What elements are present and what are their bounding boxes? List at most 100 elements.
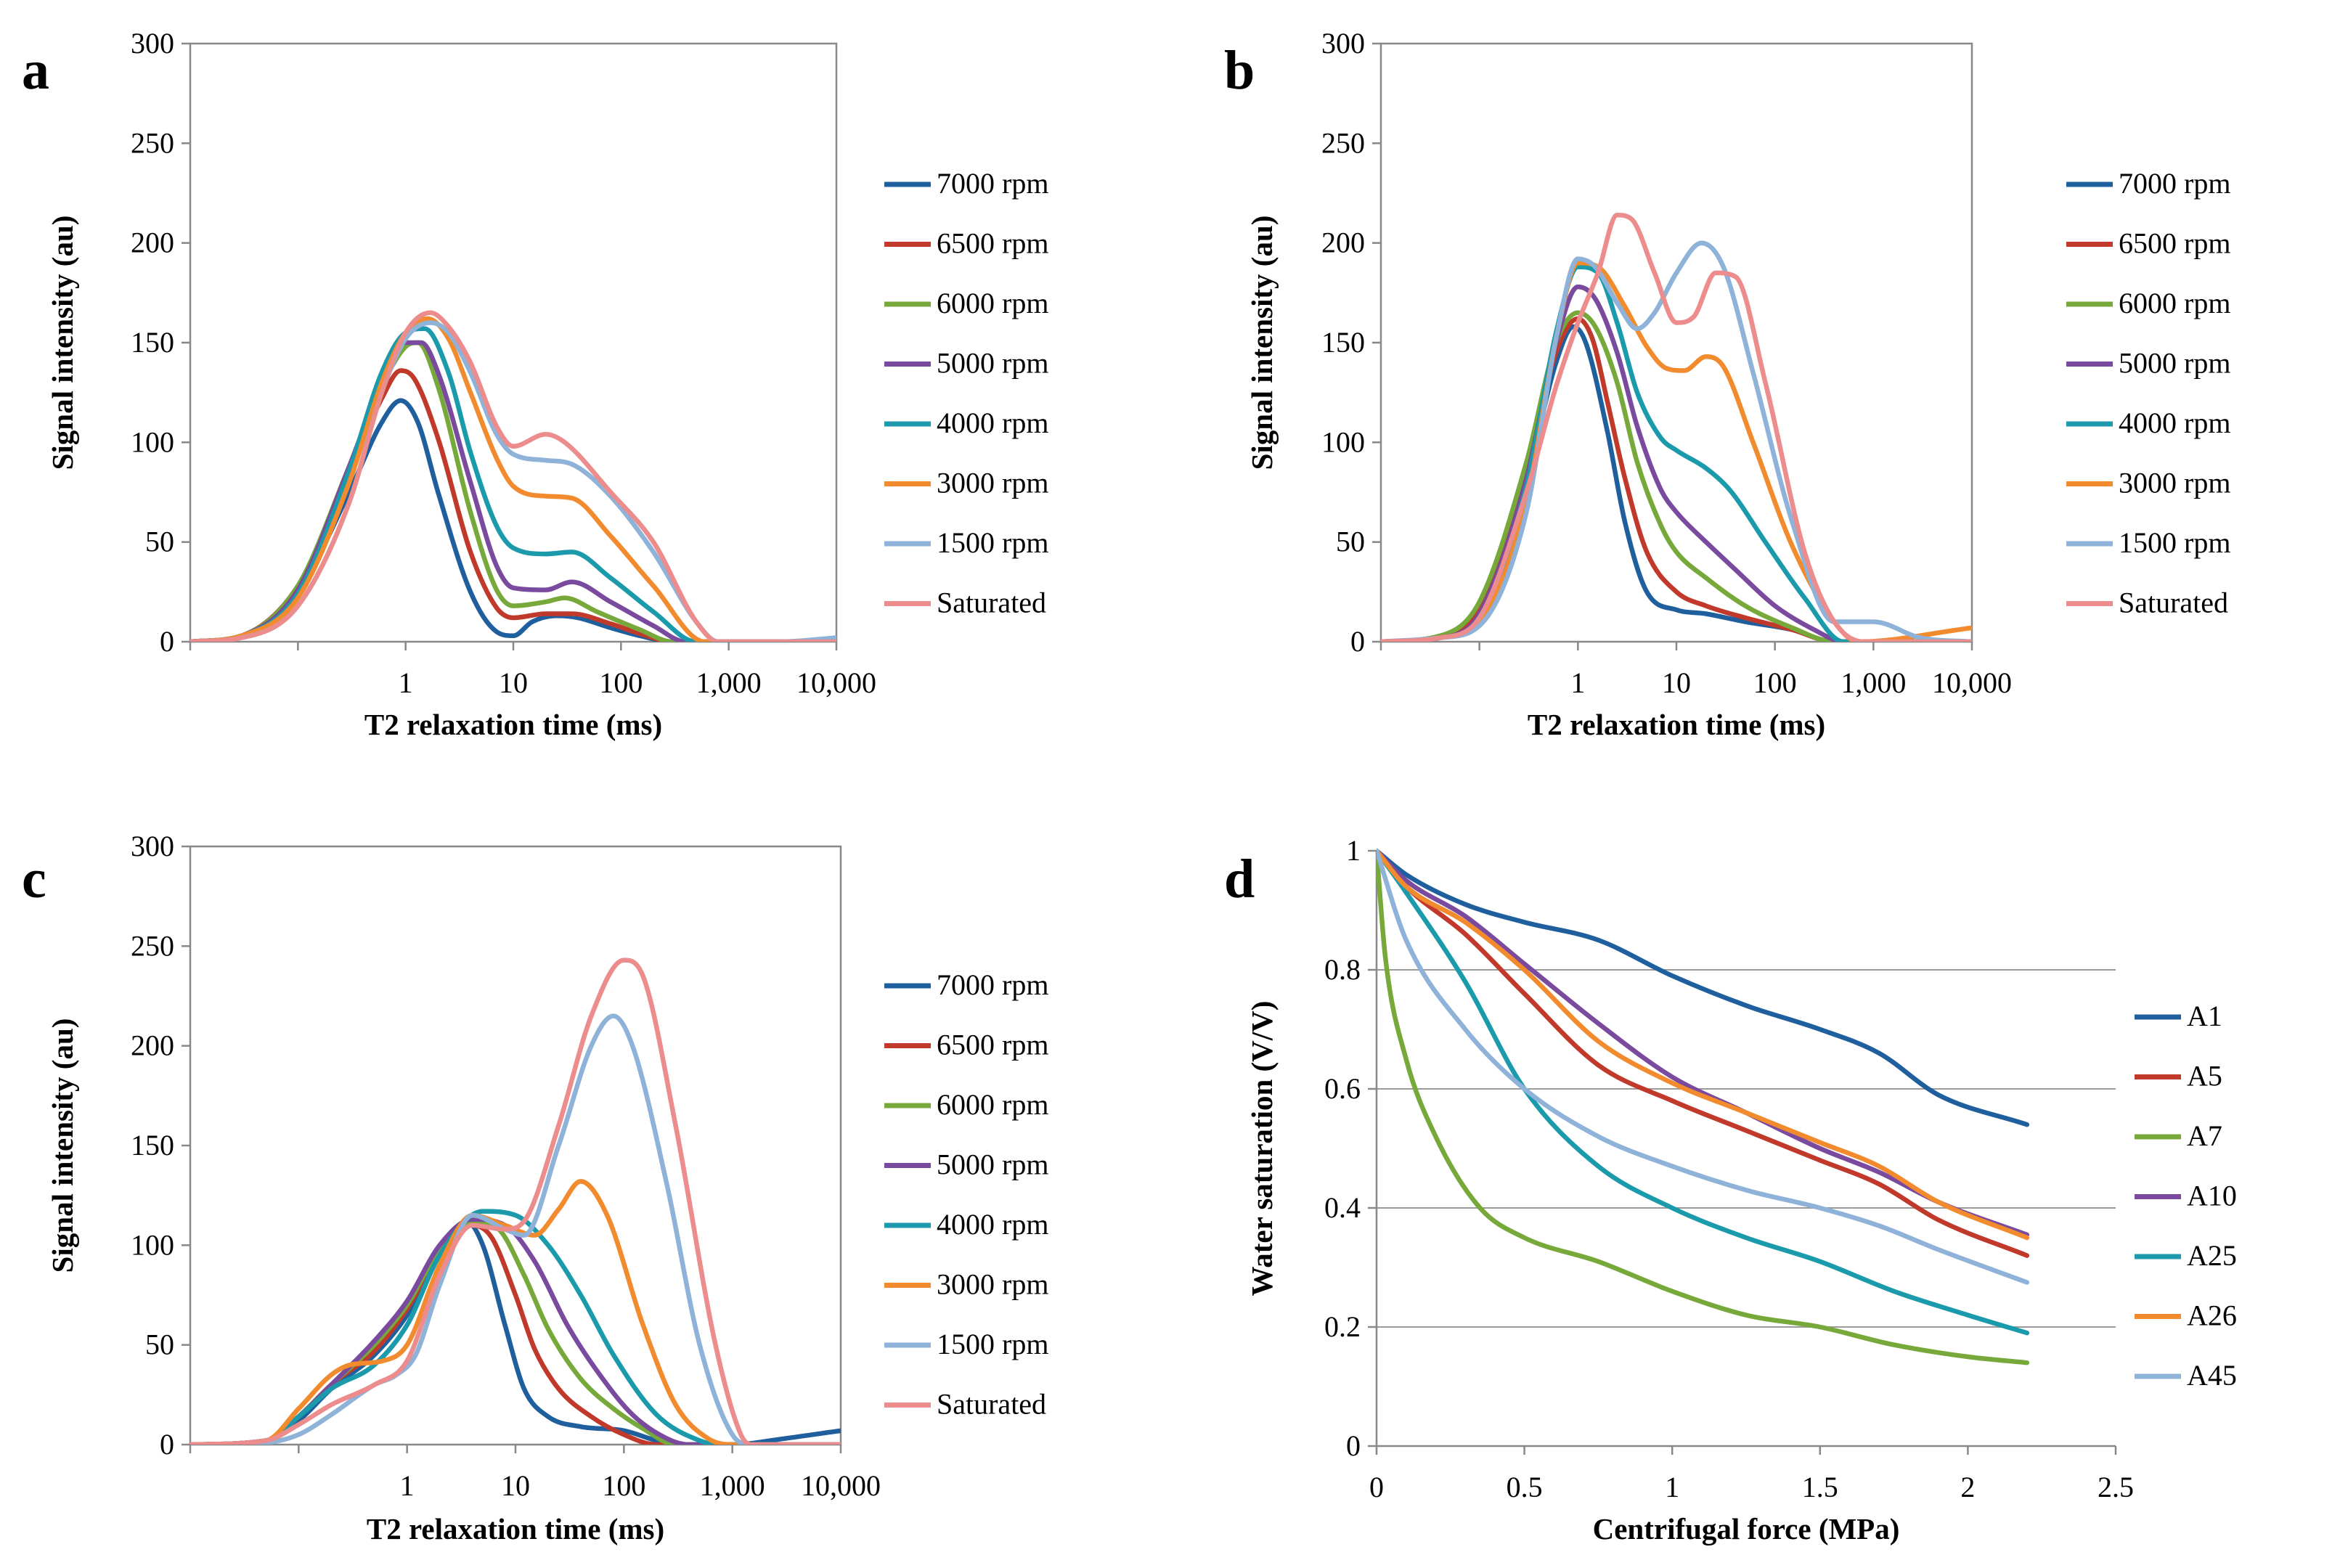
series-line-a5: [1377, 848, 2030, 1258]
x-tick-label: 1: [1570, 666, 1585, 699]
legend-label: 5000 rpm: [2119, 347, 2230, 380]
x-tick-label: 1: [399, 666, 413, 699]
x-tick-label: 2.5: [2098, 1471, 2134, 1503]
legend-label: A1: [2187, 1000, 2222, 1032]
series-line-a45: [1377, 848, 2030, 1285]
panel-letter: d: [1224, 849, 1255, 910]
legend-label: 6000 rpm: [2119, 287, 2230, 319]
x-tick-label: 10,000: [796, 666, 876, 699]
x-tick-label: 10: [499, 666, 528, 699]
panel-c: c 0 50 100 150 200 250 300 1 10 100 1,000 10,000 T2 r…: [22, 830, 1048, 1545]
y-tick-label: 150: [131, 326, 174, 359]
legend-label: 1500 rpm: [937, 1328, 1048, 1360]
legend-label: A45: [2187, 1359, 2237, 1392]
legend-label: Saturated: [2119, 587, 2228, 619]
y-tick-label: 250: [131, 929, 174, 962]
legend: 7000 rpm 6500 rpm 6000 rpm 5000 rpm 4000 rpm…: [884, 968, 1048, 1421]
legend: 7000 rpm 6500 rpm 6000 rpm 5000 rpm 4000 rpm…: [2066, 167, 2230, 619]
series-line-a25: [1377, 848, 2030, 1336]
legend-label: A26: [2187, 1299, 2237, 1332]
legend-label: 6500 rpm: [937, 227, 1048, 260]
legend-label: 4000 rpm: [937, 1208, 1048, 1241]
y-tick-label: 1: [1346, 834, 1361, 867]
series-line-4000-rpm: [190, 1209, 841, 1445]
legend-label: 3000 rpm: [937, 467, 1048, 499]
y-axis-title: Signal intensity (au): [46, 1018, 79, 1273]
series-line-1500-rpm: [190, 1013, 841, 1445]
x-tick-label: 100: [602, 1469, 645, 1502]
legend-label: A7: [2187, 1119, 2222, 1152]
legend-label: 5000 rpm: [937, 1148, 1048, 1181]
series-group: [1377, 848, 2030, 1365]
y-tick-label: 0: [1350, 625, 1365, 658]
series-line-5000-rpm: [190, 340, 836, 642]
y-tick-label: 50: [145, 526, 174, 558]
x-tick-label: 1.5: [1802, 1471, 1838, 1503]
y-tick-label: 100: [131, 425, 174, 458]
y-axis-title: Signal intensity (au): [46, 216, 79, 470]
y-tick-label: 0: [160, 1428, 174, 1461]
x-axis-title: T2 relaxation time (ms): [367, 1512, 664, 1545]
series-line-6000-rpm: [1381, 310, 1972, 642]
series-line-saturated: [190, 310, 836, 642]
y-tick-label: 100: [1321, 425, 1365, 458]
series-line-3000-rpm: [190, 316, 836, 642]
y-tick-label: 200: [131, 226, 174, 259]
legend-label: A10: [2187, 1180, 2237, 1212]
y-tick-label: 150: [131, 1129, 174, 1161]
x-tick-label: 0: [1369, 1471, 1384, 1503]
legend-label: 6500 rpm: [937, 1029, 1048, 1061]
legend-label: 4000 rpm: [937, 407, 1048, 439]
y-tick-label: 150: [1321, 326, 1365, 359]
legend-label: 3000 rpm: [937, 1268, 1048, 1301]
y-axis-title: Signal intensity (au): [1245, 216, 1279, 470]
panel-d: d 0 0.2 0.4 0.6 0.8 1 0 0.5 1 1.5 2 2.5 Centrifugal f…: [1224, 834, 2237, 1545]
y-tick-label: 200: [1321, 226, 1365, 259]
x-tick-label: 1: [1665, 1471, 1679, 1503]
x-tick-label: 10,000: [1932, 666, 2012, 699]
series-group: [1381, 212, 1972, 642]
series-line-6500-rpm: [1381, 316, 1972, 642]
legend-label: 4000 rpm: [2119, 407, 2230, 439]
series-line-a7: [1377, 848, 2030, 1365]
x-tick-label: 10: [501, 1469, 530, 1502]
series-line-a1: [1377, 848, 2030, 1127]
y-tick-label: 200: [131, 1029, 174, 1062]
x-axis-title: Centrifugal force (MPa): [1593, 1512, 1900, 1545]
series-line-6000-rpm: [190, 340, 836, 642]
panel-letter: c: [22, 849, 46, 910]
legend-label: A5: [2187, 1060, 2222, 1093]
y-tick-label: 250: [131, 126, 174, 159]
series-line-1500-rpm: [190, 320, 836, 642]
panel-b: b 0 50 100 150 200 250 300 1 10 100 1,000 10,000 T2 r…: [1224, 27, 2230, 741]
series-group: [190, 310, 836, 642]
legend-label: 7000 rpm: [937, 167, 1048, 200]
x-tick-label: 0.5: [1507, 1471, 1543, 1503]
series-line-3000-rpm: [190, 1179, 841, 1445]
panel-letter: b: [1224, 40, 1255, 101]
x-tick-label: 100: [1753, 666, 1797, 699]
series-line-4000-rpm: [190, 326, 836, 642]
series-line-6000-rpm: [190, 1219, 841, 1445]
series-line-saturated: [1381, 212, 1972, 642]
legend-label: 1500 rpm: [937, 526, 1048, 559]
x-tick-label: 2: [1960, 1471, 1975, 1503]
series-group: [190, 957, 841, 1445]
legend-label: 1500 rpm: [2119, 526, 2230, 559]
legend-label: 6500 rpm: [2119, 227, 2230, 260]
series-line-a26: [1377, 848, 2030, 1241]
series-line-saturated: [190, 957, 841, 1445]
legend-label: 6000 rpm: [937, 1088, 1048, 1121]
series-line-5000-rpm: [1381, 284, 1972, 642]
x-tick-label: 1,000: [700, 1469, 765, 1502]
legend-label: Saturated: [937, 1388, 1046, 1421]
y-tick-label: 50: [1336, 526, 1365, 558]
x-tick-label: 1: [400, 1469, 415, 1502]
legend-label: 5000 rpm: [937, 347, 1048, 380]
panel-a: a 0 50 100 150 200 250 300 1 10 100 1,000 10,000 T2 r…: [22, 27, 1048, 741]
x-tick-label: 10: [1662, 666, 1691, 699]
y-tick-label: 250: [1321, 126, 1365, 159]
y-tick-label: 0: [160, 625, 174, 658]
y-axis-title: Water saturation (V/V): [1245, 1001, 1279, 1297]
